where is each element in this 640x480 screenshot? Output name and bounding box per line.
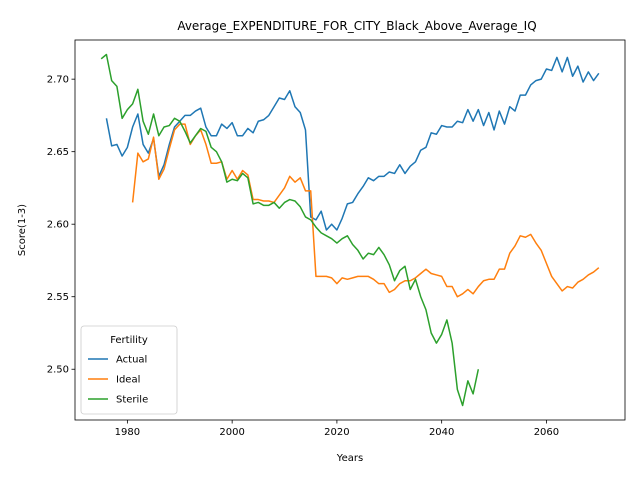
y-tick-label: 2.60 (47, 220, 69, 231)
x-axis: 1980 2000 2020 2040 2060 (115, 420, 559, 438)
y-axis: 2.50 2.55 2.60 2.65 2.70 (47, 75, 75, 376)
legend-label-ideal: Ideal (116, 375, 140, 386)
y-tick-label: 2.55 (47, 292, 69, 303)
plot-area (100, 53, 600, 407)
chart-title: Average_EXPENDITURE_FOR_CITY_Black_Above… (177, 19, 536, 33)
x-axis-label: Years (336, 453, 363, 464)
x-tick-label: 1980 (115, 427, 140, 438)
series-line-sterile (100, 53, 480, 407)
legend-items: Actual Ideal Sterile (88, 355, 148, 406)
x-tick-label: 2060 (534, 427, 559, 438)
y-axis-label: Score(1-3) (17, 204, 28, 256)
x-tick-label: 2040 (429, 427, 454, 438)
series-line-ideal (131, 123, 600, 298)
legend: Fertility Actual Ideal Sterile (80, 325, 178, 415)
y-tick-label: 2.50 (47, 365, 69, 376)
legend-label-sterile: Sterile (116, 395, 148, 406)
axes-frame (74, 39, 626, 421)
y-tick-label: 2.70 (47, 75, 69, 86)
legend-label-actual: Actual (116, 355, 147, 366)
x-tick-label: 2000 (219, 427, 244, 438)
y-tick-label: 2.65 (47, 147, 69, 158)
series-line-actual (105, 56, 600, 231)
legend-title: Fertility (110, 335, 148, 346)
x-tick-label: 2020 (324, 427, 349, 438)
legend-box (80, 325, 178, 415)
